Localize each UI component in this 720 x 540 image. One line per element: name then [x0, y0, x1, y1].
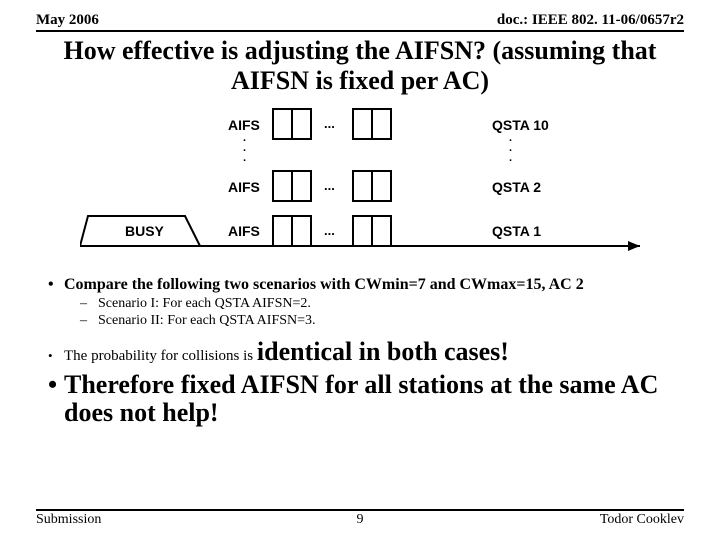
diagram-row-middle: AIFS ... QSTA 2 — [228, 171, 541, 201]
svg-text:·: · — [243, 135, 247, 147]
slide-footer: Submission 9 Todor Cooklev — [36, 509, 684, 528]
header-doc: doc.: IEEE 802. 11-06/0657r2 — [497, 12, 684, 29]
sub-scenario-1: – Scenario I: For each QSTA AIFSN=2. — [80, 296, 684, 312]
svg-text:...: ... — [324, 116, 335, 131]
b1-lead: Compare the following two scenarios with — [64, 276, 354, 293]
busy-label: BUSY — [125, 223, 165, 239]
bullet-conclusion: • Therefore fixed AIFSN for all stations… — [44, 371, 684, 428]
svg-text:·: · — [509, 135, 513, 147]
slide-title: How effective is adjusting the AIFSN? (a… — [36, 36, 684, 96]
svg-text:AIFS: AIFS — [228, 179, 260, 195]
b2-big: identical in both cases! — [257, 337, 509, 366]
bullet-list: • Compare the following two scenarios wi… — [44, 276, 684, 428]
footer-page: 9 — [357, 512, 364, 528]
header-date: May 2006 — [36, 12, 99, 29]
b1-tail: CWmin=7 and CWmax=15, AC 2 — [354, 276, 583, 293]
bullet-compare: • Compare the following two scenarios wi… — [44, 276, 684, 294]
slide-header: May 2006 doc.: IEEE 802. 11-06/0657r2 — [36, 12, 684, 32]
b3-text: Therefore fixed AIFSN for all stations a… — [64, 371, 684, 428]
sub1-text: Scenario I: For each QSTA AIFSN=2. — [98, 296, 311, 312]
diagram-row-bottom: AIFS ... QSTA 1 — [228, 216, 541, 246]
footer-left: Submission — [36, 512, 101, 528]
svg-text:QSTA 10: QSTA 10 — [492, 117, 549, 133]
svg-text:...: ... — [324, 178, 335, 193]
svg-text:QSTA 1: QSTA 1 — [492, 223, 541, 239]
b2-lead: The probability for collisions is — [64, 348, 257, 364]
diagram-row-top: AIFS ... QSTA 10 — [228, 109, 549, 139]
svg-text:AIFS: AIFS — [228, 223, 260, 239]
svg-text:AIFS: AIFS — [228, 117, 260, 133]
svg-text:QSTA 2: QSTA 2 — [492, 179, 541, 195]
svg-text:...: ... — [324, 223, 335, 238]
timing-diagram: BUSY AIFS ... QSTA 1 AIFS ... QSTA 2 · ·… — [80, 104, 640, 264]
sub2-text: Scenario II: For each QSTA AIFSN=3. — [98, 313, 316, 329]
footer-author: Todor Cooklev — [600, 512, 684, 528]
sub-scenario-2: – Scenario II: For each QSTA AIFSN=3. — [80, 313, 684, 329]
bullet-probability: • The probability for collisions is iden… — [44, 337, 684, 367]
